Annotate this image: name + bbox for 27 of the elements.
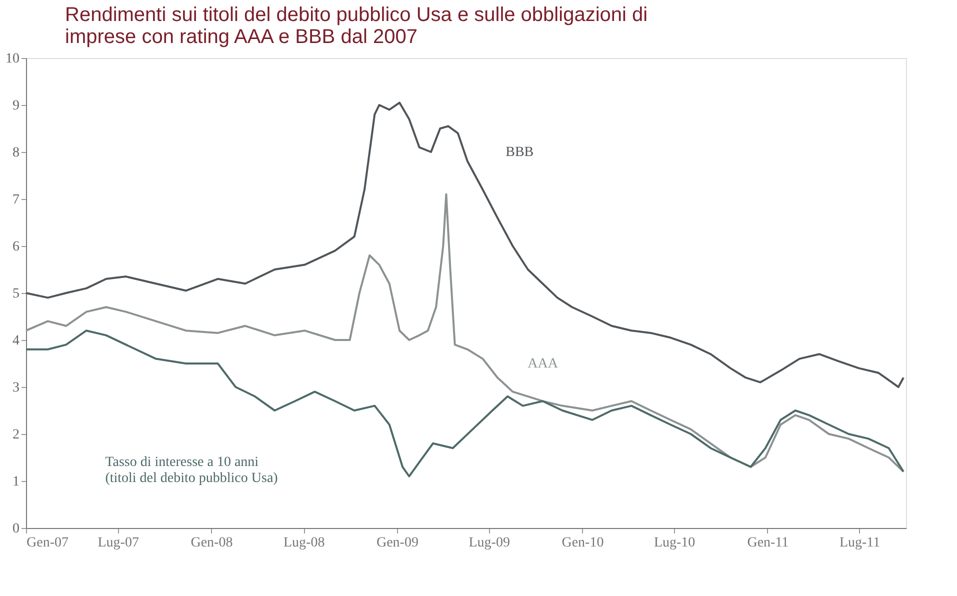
x-tick-label: Gen-10: [562, 536, 604, 550]
x-tick-label: Gen-08: [190, 536, 233, 550]
y-tick-label: 4: [12, 334, 20, 348]
chart-title: Rendimenti sui titoli del debito pubblico Usa e sulle obbligazioni di imprese con rating AAA e BBB dal 2007: [65, 4, 648, 48]
line-series: [25, 193, 904, 473]
text: BBB: [506, 145, 534, 160]
y-tick-label: 10: [6, 52, 20, 66]
y-tick-label: 1: [12, 474, 20, 490]
x-tick-label: Gen-11: [747, 536, 789, 550]
x-tick-label: Gen-09: [376, 536, 418, 550]
x-tick-label: Lug-11: [839, 536, 880, 550]
y-tick-label: 9: [12, 98, 20, 114]
x-tick-label: Lug-09: [468, 536, 510, 550]
x-tick-label: Lug-10: [654, 536, 696, 550]
y-tick-label: 2: [12, 428, 20, 442]
y-tick-label: 5: [12, 286, 20, 302]
x-tick-label: Lug-07: [98, 536, 139, 550]
y-tick-label: 6: [12, 240, 20, 254]
series-label: AAA: [528, 356, 559, 372]
x-tick-label: Gen-07: [26, 536, 68, 550]
text: Tasso di interesse a 10 anni (titoli del debito pubblico Usa): [105, 455, 278, 486]
y-tick-label: 8: [12, 146, 20, 160]
y-tick-label: 7: [12, 192, 20, 208]
x-tick-label: Lug-08: [283, 536, 325, 550]
line-series: [25, 102, 904, 388]
y-tick-label: 0: [12, 522, 20, 536]
y-tick-label: 3: [12, 380, 20, 396]
